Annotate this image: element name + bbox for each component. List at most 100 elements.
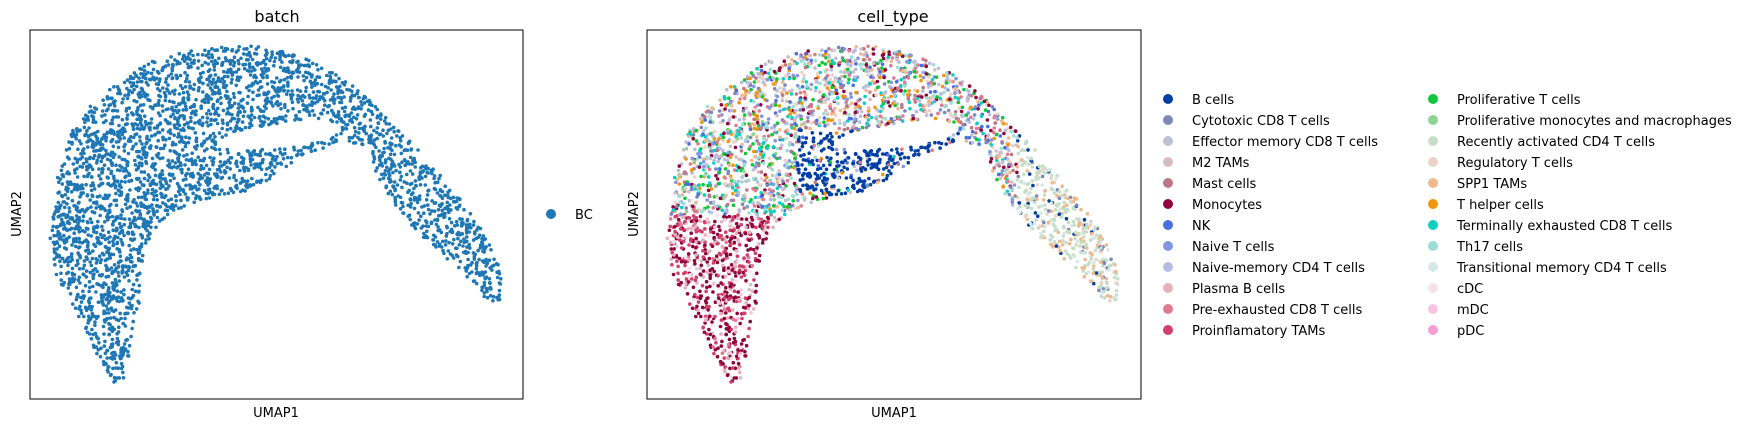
cell-type-point [694, 314, 698, 319]
batch-point [73, 156, 77, 161]
batch-point [130, 238, 135, 243]
batch-point [325, 90, 329, 95]
batch-point [128, 253, 133, 257]
batch-point [130, 269, 135, 273]
batch-point [285, 76, 290, 80]
batch-point [319, 82, 324, 87]
batch-point [352, 93, 357, 98]
cell-type-point [1050, 187, 1055, 192]
batch-point [326, 104, 330, 109]
batch-point [322, 103, 327, 107]
batch-point [193, 158, 198, 163]
batch-point [386, 145, 390, 150]
cell-type-point [834, 56, 838, 61]
batch-point [309, 82, 314, 86]
batch-point [284, 69, 288, 73]
cell-type-point [698, 266, 702, 271]
batch-point [246, 167, 251, 171]
cell-type-point [730, 308, 735, 312]
cell-type-point [704, 126, 708, 130]
cell-type-point [701, 255, 706, 259]
batch-point [378, 177, 382, 182]
cell-type-point [747, 147, 751, 151]
cell-type-point [1089, 219, 1093, 224]
batch-point [409, 192, 414, 197]
batch-point [181, 98, 186, 102]
cell-type-point [767, 203, 771, 207]
batch-point [199, 176, 203, 181]
batch-point [62, 233, 66, 238]
batch-point [222, 192, 227, 196]
cell-type-point [944, 81, 949, 85]
batch-point [184, 141, 188, 145]
batch-point [113, 218, 118, 222]
batch-point [372, 143, 377, 147]
cell-type-point [1010, 203, 1015, 207]
batch-point [341, 81, 346, 86]
batch-point [234, 70, 239, 74]
cell-type-point [864, 50, 868, 55]
batch-point [59, 217, 64, 222]
cell-type-point [967, 84, 972, 88]
cell-type-point [686, 226, 691, 231]
batch-point [169, 204, 173, 209]
batch-point [240, 128, 244, 132]
batch-point [482, 294, 487, 299]
cell-type-point [1017, 134, 1022, 138]
batch-point [456, 236, 460, 241]
batch-point [245, 101, 250, 105]
cell-type-point [880, 62, 885, 66]
batch-point [107, 321, 111, 326]
cell-type-point [1064, 216, 1069, 221]
cell-type-point [804, 80, 809, 84]
batch-point [82, 174, 86, 179]
batch-point [108, 373, 113, 378]
batch-point [400, 201, 405, 205]
batch-point [59, 282, 64, 287]
batch-point [211, 160, 216, 164]
batch-point [85, 330, 90, 335]
batch-point [100, 251, 105, 256]
batch-point [183, 101, 187, 105]
batch-point [80, 165, 85, 169]
batch-point [207, 196, 212, 200]
batch-point [437, 203, 442, 208]
batch-point [271, 104, 275, 108]
batch-point [69, 280, 74, 284]
cell-type-point [690, 171, 694, 175]
batch-point [166, 83, 170, 87]
batch-point [474, 267, 479, 271]
batch-point [243, 189, 247, 193]
batch-point [302, 78, 306, 83]
batch-point [272, 148, 277, 152]
batch-point [197, 187, 201, 191]
cell-type-point [1027, 162, 1032, 166]
cell-type-point [694, 236, 698, 241]
batch-point [114, 353, 118, 357]
batch-point [152, 126, 157, 130]
cell-type-point [902, 76, 907, 80]
batch-point [436, 225, 440, 229]
batch-point [61, 200, 65, 204]
cell-type-point [834, 192, 839, 197]
cell-type-point [729, 263, 734, 267]
batch-point [399, 174, 404, 179]
batch-point [210, 191, 215, 195]
batch-point [151, 67, 156, 72]
cell-type-point [677, 256, 682, 261]
batch-point [235, 120, 240, 125]
batch-point [266, 68, 271, 72]
cell-type-point [887, 84, 892, 89]
batch-point [176, 122, 180, 126]
cell-type-point [734, 274, 738, 278]
cell-type-point [1066, 208, 1070, 212]
batch-point [71, 162, 76, 166]
cell-type-point [1085, 246, 1089, 250]
batch-point [480, 242, 485, 246]
batch-point [397, 143, 402, 147]
batch-point [329, 137, 334, 141]
batch-point [290, 89, 294, 93]
batch-point [77, 230, 82, 234]
batch-point [295, 97, 300, 101]
batch-point [137, 225, 141, 230]
